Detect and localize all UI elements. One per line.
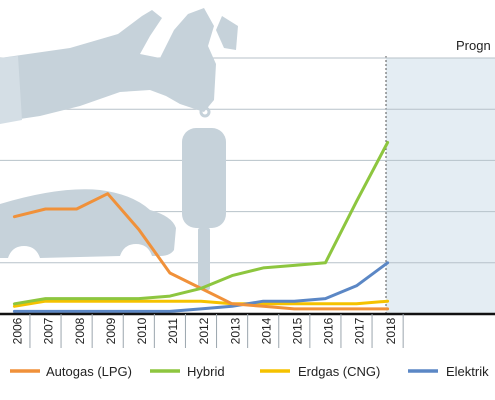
x-tick-label: 2017: [353, 317, 367, 344]
x-tick-label: 2010: [135, 317, 149, 344]
car-silhouette-icon: [0, 189, 176, 258]
legend: Autogas (LPG) Hybrid Erdgas (CNG) Elektr…: [10, 364, 489, 379]
key-blade-icon: [198, 228, 210, 290]
key-fob-icon: [182, 128, 226, 228]
x-tick-label: 2006: [11, 317, 25, 344]
series-line-erdgas: [12, 299, 390, 308]
x-tick-label: 2009: [104, 317, 118, 344]
x-tick-label: 2011: [166, 318, 180, 344]
x-tick-label: 2008: [73, 317, 87, 344]
forecast-label: Progn: [456, 38, 491, 53]
x-tick-label: 2015: [290, 317, 304, 344]
key-ring-icon: [199, 106, 211, 118]
forecast-region: [386, 58, 495, 314]
legend-label-elektrik: Elektrik: [446, 364, 489, 379]
series-line-elektrik: [12, 261, 390, 313]
x-tick-label: 2012: [197, 317, 211, 344]
hand-cuff: [0, 56, 22, 124]
series-line-hybrid: [12, 141, 390, 306]
x-tick-label: 2018: [384, 317, 398, 344]
x-tick-label: 2014: [259, 317, 273, 344]
x-tick-labels: 2006 2007 2008 2009 2010 2011 2012 2013 2014 2015…: [11, 314, 404, 348]
legend-label-autogas: Autogas (LPG): [46, 364, 132, 379]
hand-key-car-illustration: [0, 8, 238, 290]
legend-label-erdgas: Erdgas (CNG): [298, 364, 380, 379]
legend-label-hybrid: Hybrid: [187, 364, 225, 379]
series-group: [12, 141, 390, 313]
x-tick-label: 2013: [228, 317, 242, 344]
x-tick-label: 2016: [322, 317, 336, 344]
thumb-silhouette: [216, 16, 238, 50]
hand-silhouette: [0, 8, 216, 122]
x-tick-label: 2007: [42, 317, 56, 344]
